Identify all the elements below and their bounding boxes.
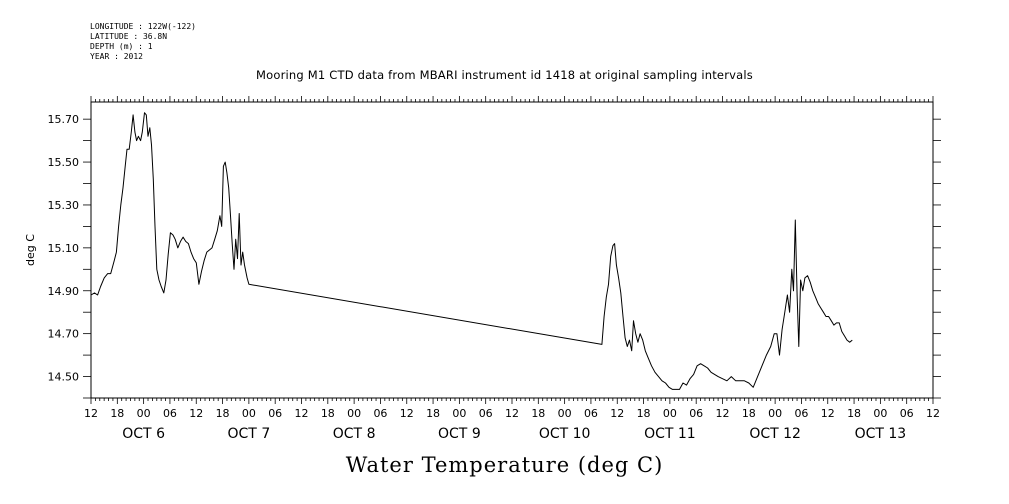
- y-tick-label: 14.50: [48, 371, 80, 384]
- x-hour-label: 12: [505, 407, 519, 420]
- x-hour-label: 00: [558, 407, 572, 420]
- y-axis-label: deg C: [24, 234, 37, 266]
- x-day-label: OCT 11: [644, 426, 696, 442]
- x-hour-label: 18: [321, 407, 335, 420]
- x-hour-label: 06: [268, 407, 282, 420]
- y-tick-label: 15.10: [48, 242, 80, 255]
- x-hour-label: 18: [531, 407, 545, 420]
- x-hour-label: 06: [373, 407, 387, 420]
- x-day-label: OCT 10: [539, 426, 591, 442]
- x-hour-label: 00: [347, 407, 361, 420]
- x-hour-label: 12: [821, 407, 835, 420]
- temperature-series-line: [90, 112, 853, 390]
- x-hour-label: 18: [110, 407, 124, 420]
- x-hour-label: 18: [216, 407, 230, 420]
- x-hour-label: 18: [847, 407, 861, 420]
- x-day-label: OCT 9: [438, 426, 481, 442]
- x-hour-label: 00: [768, 407, 782, 420]
- x-hour-label: 06: [584, 407, 598, 420]
- x-day-label: OCT 13: [855, 426, 907, 442]
- x-hour-label: 06: [900, 407, 914, 420]
- y-tick-label: 15.70: [48, 113, 80, 126]
- x-day-label: OCT 7: [228, 426, 271, 442]
- y-tick-label: 15.50: [48, 156, 80, 169]
- depth-text: DEPTH (m) : 1: [90, 42, 153, 51]
- x-day-label: OCT 8: [333, 426, 376, 442]
- x-hour-label: 12: [295, 407, 309, 420]
- x-hour-label: 00: [242, 407, 256, 420]
- variable-title: Water Temperature (deg C): [345, 453, 664, 477]
- x-hour-label: 00: [137, 407, 151, 420]
- x-hour-label: 18: [742, 407, 756, 420]
- latitude-text: LATITUDE : 36.8N: [90, 32, 168, 41]
- x-hour-label: 06: [689, 407, 703, 420]
- y-tick-label: 14.90: [48, 285, 80, 298]
- x-hour-label: 06: [794, 407, 808, 420]
- y-tick-label: 14.70: [48, 328, 80, 341]
- x-hour-label: 12: [716, 407, 730, 420]
- chart-title: Mooring M1 CTD data from MBARI instrumen…: [256, 68, 753, 82]
- x-hour-label: 18: [637, 407, 651, 420]
- x-hour-label: 06: [479, 407, 493, 420]
- x-hour-label: 12: [926, 407, 940, 420]
- metadata-block: LONGITUDE : 122W(-122) LATITUDE : 36.8N …: [90, 22, 196, 62]
- x-day-label: OCT 12: [749, 426, 801, 442]
- x-hour-label: 18: [426, 407, 440, 420]
- y-tick-label: 15.30: [48, 199, 80, 212]
- x-hour-label: 12: [189, 407, 203, 420]
- x-hour-label: 12: [610, 407, 624, 420]
- x-hour-label: 12: [400, 407, 414, 420]
- x-hour-label: 00: [873, 407, 887, 420]
- x-hour-label: 12: [84, 407, 98, 420]
- plot-frame: [90, 101, 934, 399]
- year-text: YEAR : 2012: [90, 52, 143, 61]
- longitude-text: LONGITUDE : 122W(-122): [90, 22, 196, 31]
- x-hour-label: 00: [452, 407, 466, 420]
- x-hour-label: 06: [163, 407, 177, 420]
- x-hour-label: 00: [663, 407, 677, 420]
- x-day-label: OCT 6: [122, 426, 165, 442]
